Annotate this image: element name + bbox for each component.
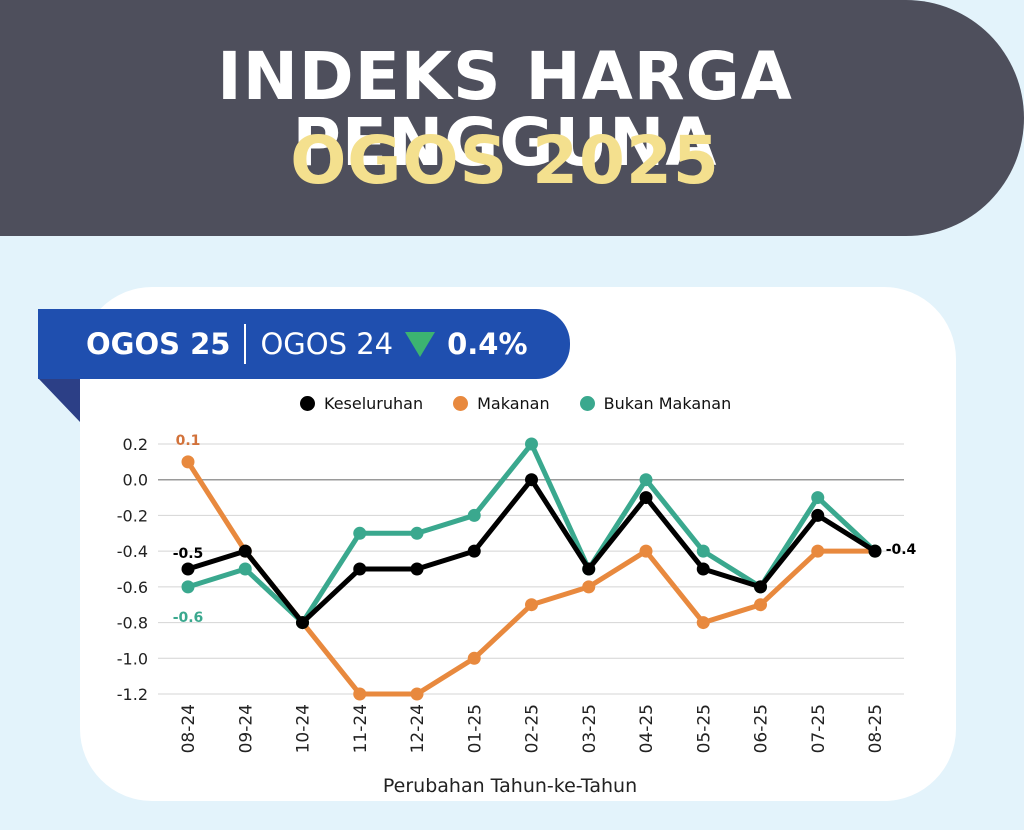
ribbon-fold xyxy=(38,378,80,422)
data-point xyxy=(353,562,367,576)
x-tick-label: 07-25 xyxy=(809,704,829,753)
data-point xyxy=(238,544,252,558)
x-tick-label: 12-24 xyxy=(408,704,428,753)
data-point xyxy=(296,616,309,630)
x-tick-label: 01-25 xyxy=(465,704,485,753)
data-point xyxy=(639,491,653,505)
ribbon-current-label: OGOS 25 xyxy=(86,327,231,361)
data-point xyxy=(525,598,538,612)
x-tick-label: 05-25 xyxy=(694,704,714,753)
x-tick-label: 04-25 xyxy=(637,704,657,753)
data-point xyxy=(696,562,710,576)
x-axis-title: Perubahan Tahun-ke-Tahun xyxy=(382,775,638,797)
data-point xyxy=(525,437,538,451)
data-point xyxy=(467,651,481,665)
y-tick-label: -1.2 xyxy=(117,685,148,704)
legend-item-keseluruhan: Keseluruhan xyxy=(300,394,423,413)
legend-item-makanan: Makanan xyxy=(453,394,550,413)
legend-dot-makanan xyxy=(453,396,469,411)
y-tick-label: -0.6 xyxy=(117,578,148,597)
y-tick-label: -0.2 xyxy=(117,506,148,525)
x-tick-label: 09-24 xyxy=(236,704,256,753)
legend-item-bukan-makanan: Bukan Makanan xyxy=(579,394,732,413)
data-point xyxy=(525,473,538,487)
comparison-ribbon: OGOS 25 OGOS 24 0.4% xyxy=(38,309,570,379)
x-tick-label: 08-25 xyxy=(866,704,886,753)
data-point xyxy=(639,473,653,487)
data-point xyxy=(696,616,710,630)
header-banner xyxy=(0,0,1024,236)
ribbon-divider xyxy=(244,324,247,364)
data-point xyxy=(467,544,481,558)
data-label: -0.5 xyxy=(173,546,204,562)
x-tick-label: 10-24 xyxy=(294,704,314,753)
x-tick-label: 02-25 xyxy=(523,704,543,753)
legend-label-bukan-makanan: Bukan Makanan xyxy=(603,394,732,413)
data-point xyxy=(353,526,367,540)
y-tick-label: 0.0 xyxy=(123,471,148,490)
data-point xyxy=(582,562,596,576)
data-label: -0.4 xyxy=(886,542,917,558)
data-point xyxy=(811,508,825,522)
y-tick-label: -0.8 xyxy=(117,614,148,633)
x-tick-label: 11-24 xyxy=(351,704,371,753)
data-point xyxy=(181,580,195,594)
page-title: INDEKS HARGA PENGGUNA xyxy=(217,38,793,181)
data-point xyxy=(410,526,424,540)
data-point xyxy=(410,562,424,576)
legend-dot-keseluruhan xyxy=(300,396,315,411)
data-point xyxy=(811,491,825,505)
series-line-makanan xyxy=(185,459,878,697)
data-point xyxy=(238,562,252,576)
legend-label-makanan: Makanan xyxy=(477,394,550,413)
data-label: 0.1 xyxy=(176,433,201,449)
x-tick-label: 08-24 xyxy=(179,704,199,753)
data-point xyxy=(639,544,653,558)
data-point xyxy=(696,544,710,558)
chart-legend: Keseluruhan Makanan Bukan Makanan xyxy=(300,394,761,413)
data-point xyxy=(410,687,424,701)
data-point xyxy=(353,687,367,701)
data-label: -0.6 xyxy=(173,610,204,626)
data-point xyxy=(467,508,481,522)
page-subtitle: OGOS 2025 xyxy=(290,122,720,199)
ribbon-previous-label: OGOS 24 xyxy=(260,327,394,361)
ribbon-change-value: 0.4% xyxy=(447,327,528,361)
y-tick-label: -1.0 xyxy=(117,649,148,668)
y-tick-label: 0.2 xyxy=(123,435,148,454)
data-point xyxy=(754,580,767,594)
x-tick-label: 03-25 xyxy=(580,704,600,753)
data-point xyxy=(582,580,596,594)
legend-dot-bukan-makanan xyxy=(579,396,595,411)
data-point xyxy=(811,544,825,558)
y-tick-label: -0.4 xyxy=(117,542,148,561)
data-point xyxy=(181,562,195,576)
data-point xyxy=(181,455,195,469)
data-point xyxy=(754,598,767,612)
legend-label-keseluruhan: Keseluruhan xyxy=(324,394,424,413)
x-tick-label: 06-25 xyxy=(752,704,772,753)
data-point xyxy=(868,544,882,558)
down-triangle-icon xyxy=(405,331,436,357)
